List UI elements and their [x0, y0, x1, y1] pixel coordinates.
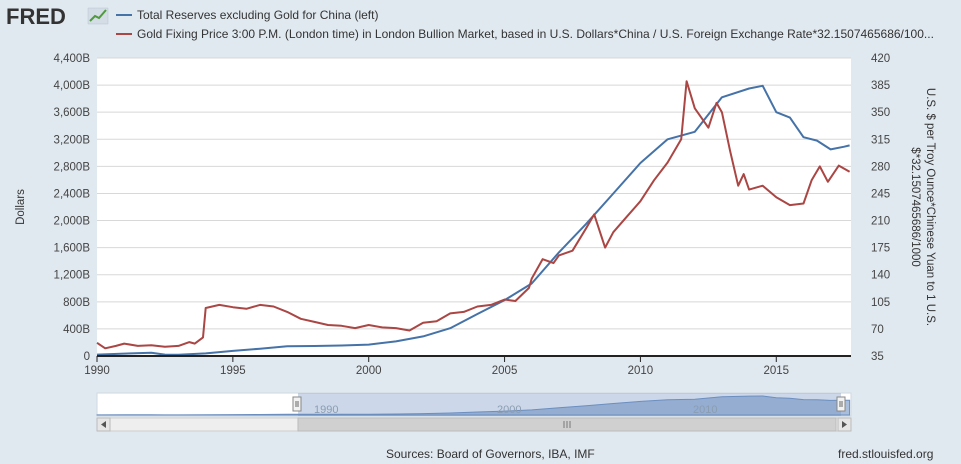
navigator-handle-right[interactable] [836, 396, 846, 412]
fred-logo[interactable]: FRED [6, 4, 109, 29]
x-tick-label: 2005 [492, 365, 518, 377]
sources-text: Sources: Board of Governors, IBA, IMF [386, 447, 595, 461]
left-tick-label: 1,200B [54, 270, 91, 282]
left-tick-label: 800B [63, 297, 90, 309]
legend-label-reserves[interactable]: Total Reserves excluding Gold for China … [137, 8, 378, 22]
left-axis-label: Dollars [15, 189, 27, 225]
plot-area [97, 58, 851, 356]
x-tick-label: 2000 [356, 365, 382, 377]
left-tick-label: 400B [63, 324, 90, 336]
navigator-series-area [96, 395, 851, 416]
right-tick-label: 175 [871, 243, 890, 255]
right-tick-label: 280 [871, 161, 890, 173]
logo-text: FRED [6, 4, 66, 29]
series-lines [96, 80, 851, 356]
right-axis-ticks: 35 70 105 140 175 210 245 280 315 350 385 420 [871, 53, 890, 363]
gridlines [97, 57, 851, 330]
right-tick-label: 420 [871, 53, 890, 65]
left-tick-label: 0 [84, 351, 90, 363]
right-tick-label: 315 [871, 134, 890, 146]
navigator-handle-left[interactable] [292, 396, 302, 412]
x-tick-label: 2010 [628, 365, 654, 377]
right-axis-label-line2: $*32.1507465686/1000 [909, 147, 921, 267]
legend-label-gold[interactable]: Gold Fixing Price 3:00 P.M. (London time… [137, 27, 934, 41]
scroll-left-arrow-icon [101, 421, 106, 428]
right-tick-label: 70 [871, 324, 884, 336]
left-tick-label: 2,800B [54, 161, 91, 173]
right-tick-label: 105 [871, 297, 890, 309]
left-axis-ticks: 0 400B 800B 1,200B 1,600B 2,000B 2,400B 2,800B 3… [54, 53, 91, 363]
left-tick-label: 3,600B [54, 107, 91, 119]
navigator[interactable]: 1990 2000 2010 [96, 392, 852, 417]
scrollbar[interactable] [96, 417, 852, 432]
left-tick-label: 2,000B [54, 216, 91, 228]
reserves-series-line [96, 84, 850, 356]
scroll-right-arrow-icon [842, 421, 847, 428]
left-tick-label: 3,200B [54, 134, 91, 146]
right-tick-label: 350 [871, 107, 890, 119]
left-tick-label: 4,000B [54, 80, 91, 92]
navigator-selection[interactable] [298, 393, 841, 416]
right-tick-label: 140 [871, 270, 890, 282]
right-tick-label: 385 [871, 80, 890, 92]
right-tick-label: 210 [871, 216, 890, 228]
gold-price-series-line [96, 80, 851, 350]
x-tick-label: 1995 [220, 365, 246, 377]
navigator-label-1990: 1990 [314, 404, 338, 416]
navigator-label-2000: 2000 [497, 404, 521, 416]
x-tick-label: 2015 [763, 365, 789, 377]
legend: Total Reserves excluding Gold for China … [116, 8, 934, 41]
right-tick-label: 245 [871, 188, 890, 200]
line-chart-icon [87, 7, 109, 25]
right-axis-label-line1: U.S. $ per Troy Ounce*Chinese Yuan to 1 … [924, 88, 936, 326]
right-tick-label: 35 [871, 351, 884, 363]
scrollbar-grip-icon [563, 421, 571, 428]
navigator-label-2010: 2010 [693, 404, 717, 416]
x-tick-label: 1990 [84, 365, 110, 377]
site-link[interactable]: fred.stlouisfed.org [838, 447, 933, 461]
left-tick-label: 1,600B [54, 243, 91, 255]
x-axis-ticks: 1990 1995 2000 2005 2010 2015 [84, 356, 789, 377]
left-tick-label: 4,400B [54, 53, 91, 65]
left-tick-label: 2,400B [54, 188, 91, 200]
